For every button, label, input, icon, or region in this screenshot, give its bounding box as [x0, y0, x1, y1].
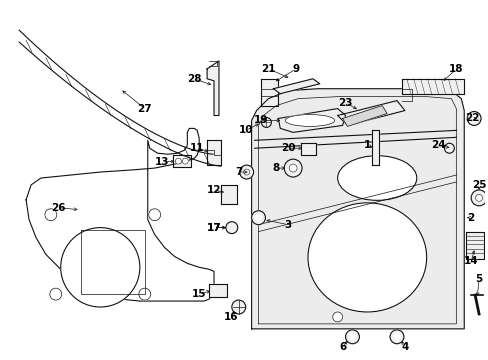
Circle shape: [61, 228, 140, 307]
Polygon shape: [301, 143, 315, 155]
Circle shape: [345, 330, 359, 344]
Text: 6: 6: [338, 342, 346, 352]
Polygon shape: [261, 79, 278, 105]
Text: 13: 13: [154, 157, 168, 167]
Text: 15: 15: [192, 289, 206, 299]
Polygon shape: [173, 155, 191, 167]
Polygon shape: [273, 79, 319, 94]
Circle shape: [239, 165, 253, 179]
Text: 24: 24: [430, 140, 445, 150]
Polygon shape: [207, 140, 221, 165]
Text: 5: 5: [474, 274, 482, 284]
Circle shape: [225, 222, 237, 234]
Circle shape: [50, 288, 61, 300]
Text: 1: 1: [363, 140, 370, 150]
Text: 20: 20: [281, 143, 295, 153]
Circle shape: [255, 215, 261, 221]
Text: 17: 17: [206, 222, 221, 233]
Text: 23: 23: [338, 98, 352, 108]
Ellipse shape: [307, 203, 426, 312]
Circle shape: [470, 116, 476, 121]
Ellipse shape: [337, 156, 416, 201]
Text: 7: 7: [235, 167, 242, 177]
Circle shape: [470, 190, 486, 206]
Circle shape: [243, 169, 249, 175]
Circle shape: [393, 334, 399, 340]
Text: 17: 17: [206, 222, 221, 233]
Text: 2: 2: [467, 213, 474, 223]
Polygon shape: [207, 61, 219, 116]
Circle shape: [231, 300, 245, 314]
Circle shape: [175, 158, 181, 164]
Text: 4: 4: [400, 342, 408, 352]
Polygon shape: [337, 100, 404, 125]
Circle shape: [288, 164, 297, 172]
Text: 9: 9: [292, 64, 299, 74]
Circle shape: [284, 159, 302, 177]
Text: 25: 25: [471, 180, 486, 190]
Text: 10: 10: [238, 125, 252, 135]
Ellipse shape: [285, 114, 334, 126]
Circle shape: [332, 312, 342, 322]
Polygon shape: [371, 130, 378, 165]
Polygon shape: [401, 79, 463, 94]
Text: 11: 11: [189, 143, 204, 153]
Polygon shape: [251, 89, 463, 329]
Polygon shape: [209, 284, 226, 297]
Text: 28: 28: [186, 74, 201, 84]
Polygon shape: [342, 105, 386, 126]
Text: 21: 21: [261, 64, 275, 74]
Text: 3: 3: [284, 220, 291, 230]
Polygon shape: [221, 185, 236, 204]
Polygon shape: [465, 231, 483, 260]
Text: 27: 27: [137, 104, 152, 113]
Text: 8: 8: [272, 163, 280, 173]
Circle shape: [182, 158, 188, 164]
Text: 19: 19: [253, 116, 267, 126]
Polygon shape: [26, 129, 214, 301]
Text: 16: 16: [223, 312, 238, 322]
Text: 14: 14: [463, 256, 477, 266]
Circle shape: [444, 143, 453, 153]
Circle shape: [349, 334, 355, 340]
Circle shape: [45, 209, 57, 221]
Circle shape: [466, 112, 480, 125]
Circle shape: [148, 209, 160, 221]
Text: 26: 26: [51, 203, 66, 213]
Text: 18: 18: [448, 64, 463, 74]
Circle shape: [139, 288, 150, 300]
Circle shape: [389, 330, 403, 344]
Circle shape: [261, 117, 271, 127]
Circle shape: [251, 211, 265, 225]
Text: 12: 12: [206, 185, 221, 195]
Text: 22: 22: [464, 113, 478, 123]
Polygon shape: [278, 109, 345, 132]
Circle shape: [475, 194, 482, 201]
